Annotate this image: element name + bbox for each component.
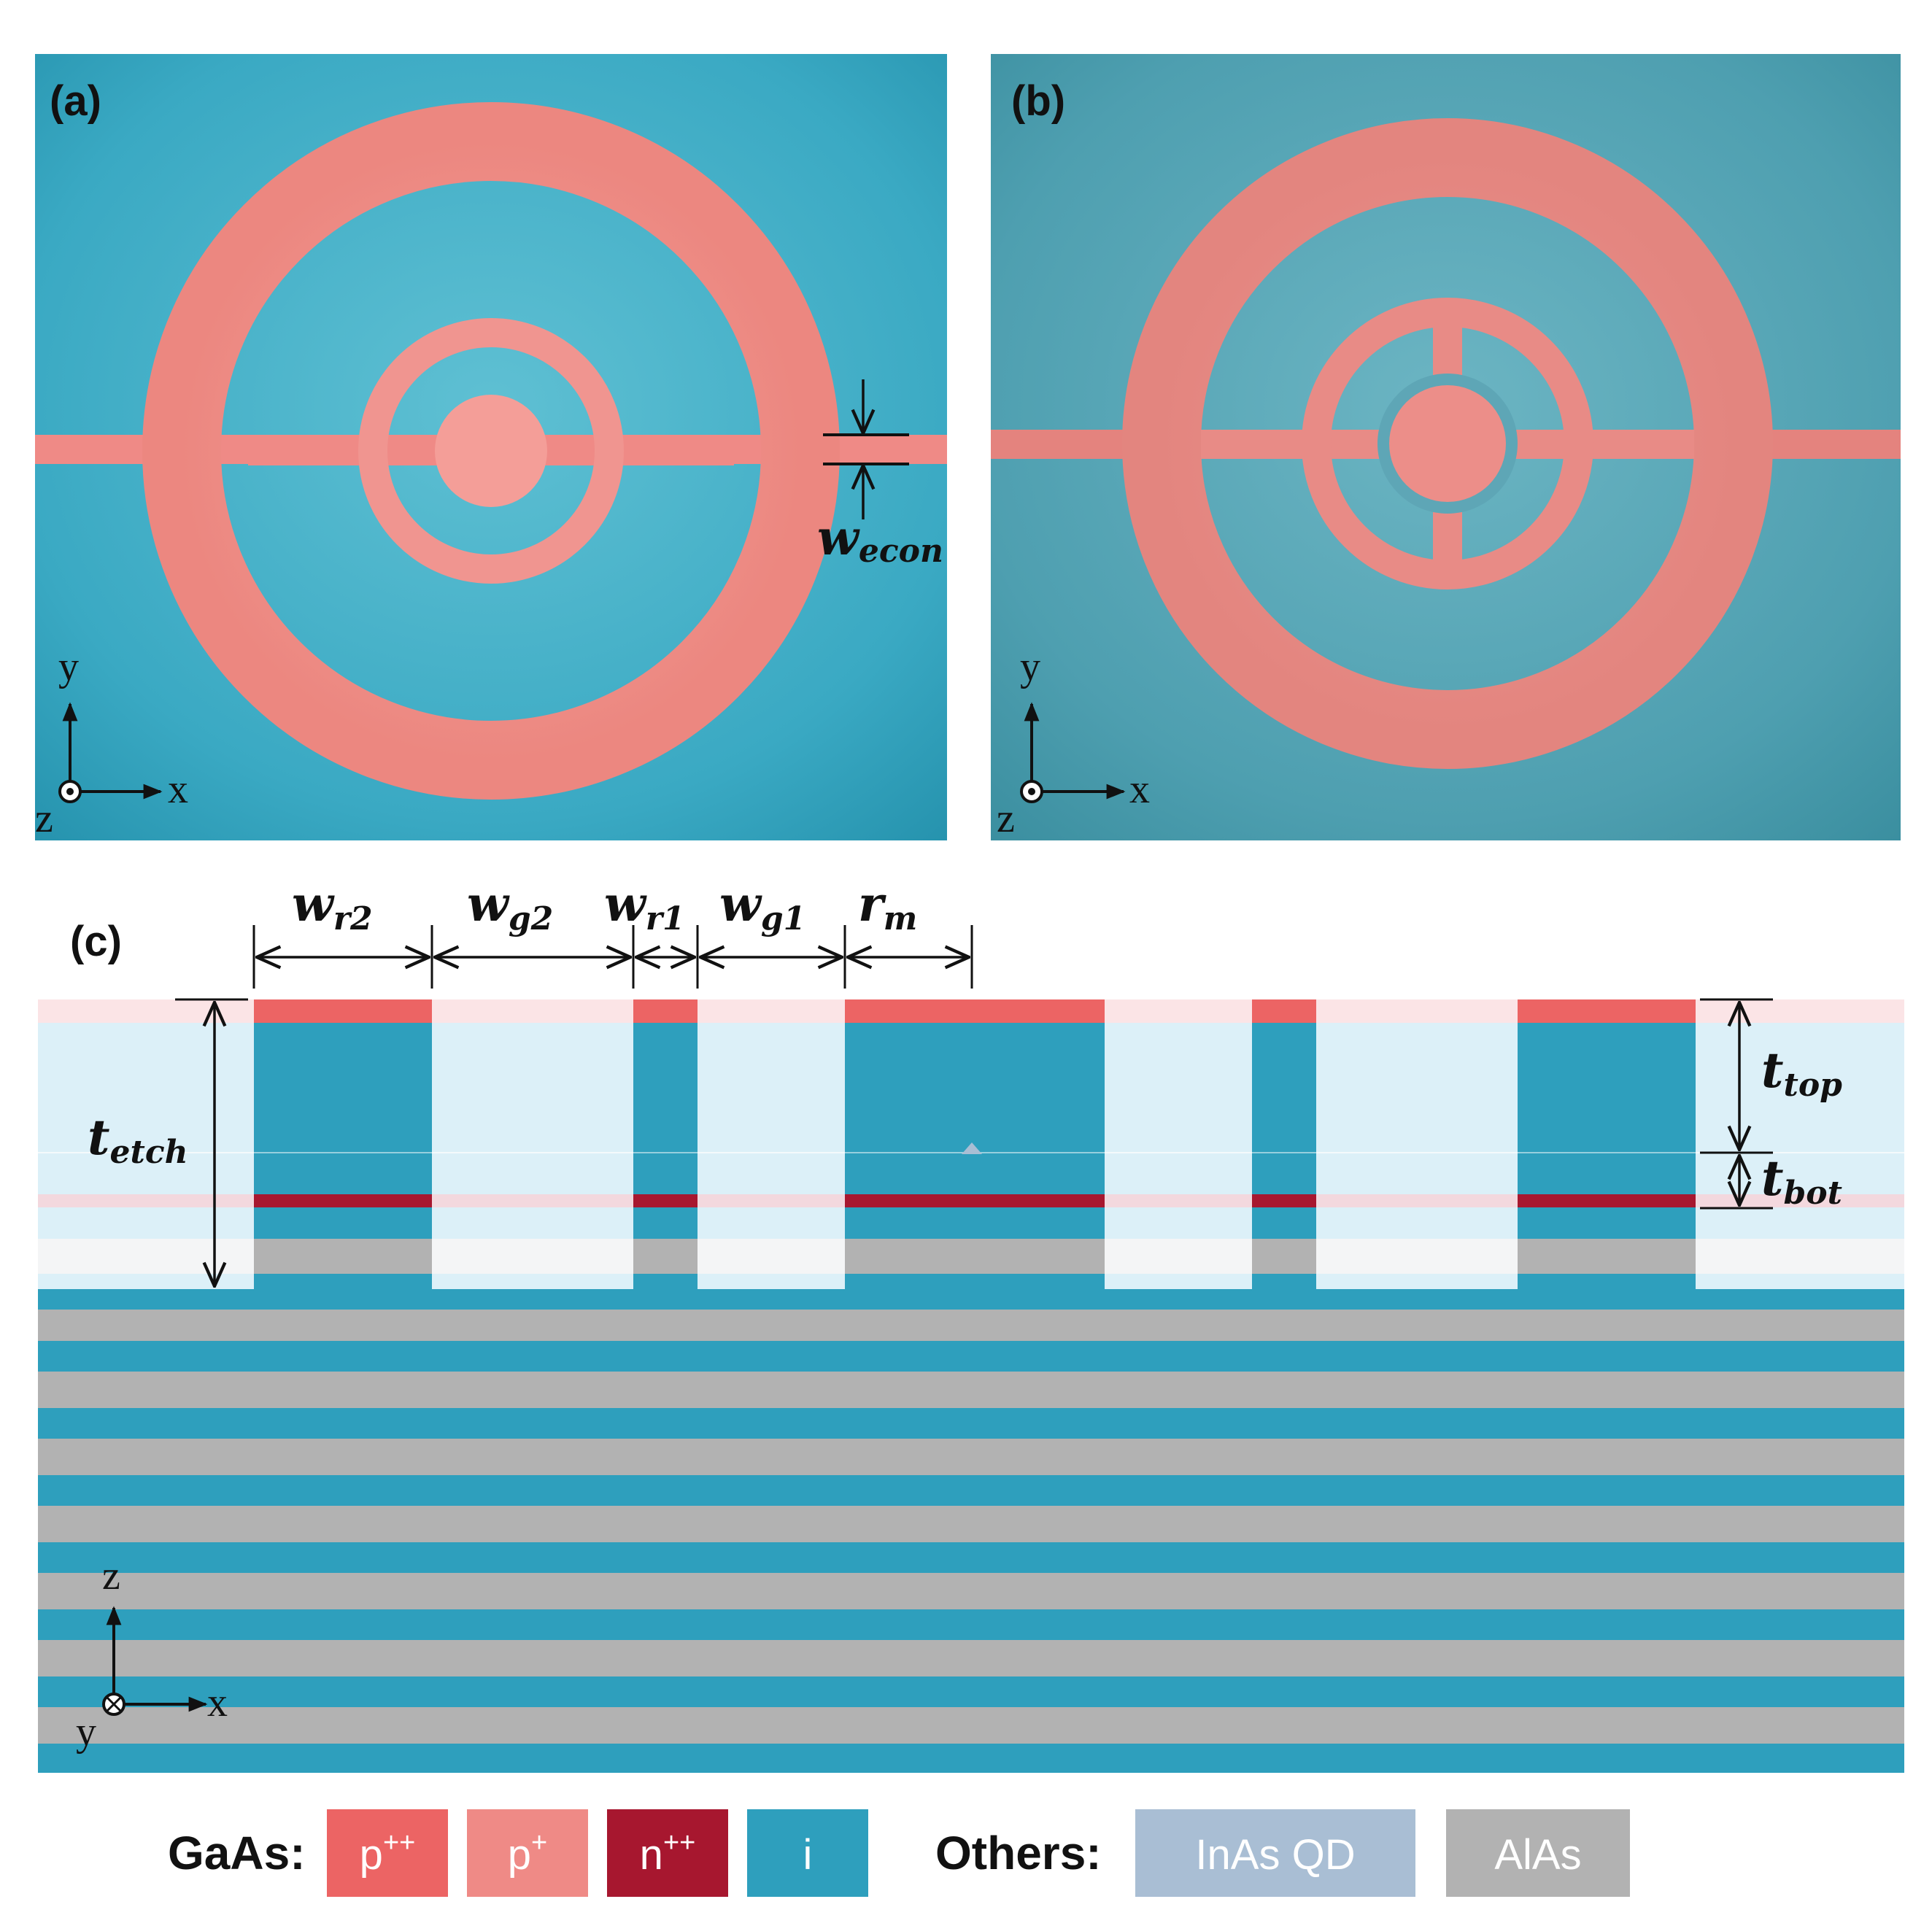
svg-text:i: i xyxy=(803,1831,813,1879)
ring2-right xyxy=(1518,999,1696,1289)
ring1-right xyxy=(1252,999,1316,1289)
svg-text:n++: n++ xyxy=(640,1828,696,1879)
legend-swatch-p-plus-plus xyxy=(327,1809,448,1897)
legend-others-title: Others: xyxy=(935,1827,1102,1879)
panel-a-outer-ring xyxy=(142,102,840,800)
svg-text:x: x xyxy=(207,1680,228,1725)
legend-swatch-inas-qd xyxy=(1135,1809,1415,1897)
w-g2-label: wg2 xyxy=(467,875,553,937)
panel-c-label: (c) xyxy=(70,918,122,965)
svg-text:x: x xyxy=(168,767,188,812)
central-mesa xyxy=(845,999,1105,1289)
svg-text:y: y xyxy=(58,644,79,689)
svg-text:z: z xyxy=(35,796,53,841)
legend-gaas-title: GaAs: xyxy=(168,1827,306,1879)
svg-text:z: z xyxy=(102,1553,120,1598)
panel-c-axes: z x y xyxy=(76,1553,228,1755)
legend: GaAs: p++ p+ n++ i Others: InAs QD AlAs xyxy=(168,1809,1630,1897)
panel-a-mesa xyxy=(435,395,547,507)
quantum-dot-icon xyxy=(962,1142,982,1154)
legend-swatch-p-plus xyxy=(467,1809,588,1897)
svg-text:p++: p++ xyxy=(360,1828,416,1879)
svg-text:z: z xyxy=(997,796,1015,841)
ring2-left xyxy=(254,999,432,1289)
t-top-label: ttop xyxy=(1761,1042,1842,1104)
panel-c: (c) xyxy=(38,875,1904,1773)
panel-a-label: (a) xyxy=(50,77,101,125)
panel-b-outer-ring xyxy=(1122,118,1773,769)
width-dimensions: wr2 wg2 wr1 wg1 rm xyxy=(252,875,973,989)
mesa-columns xyxy=(254,999,1696,1289)
legend-swatch-alas xyxy=(1446,1809,1630,1897)
panel-b-axes: y x z xyxy=(997,644,1150,841)
svg-text:y: y xyxy=(1020,644,1040,689)
w-econ-label: wecon xyxy=(817,509,943,570)
w-r1-label: wr1 xyxy=(604,875,685,937)
panel-b-label: (b) xyxy=(1011,77,1065,125)
legend-swatch-n-plus-plus xyxy=(607,1809,728,1897)
t-etch-label: tetch xyxy=(88,1109,188,1171)
svg-text:p+: p+ xyxy=(508,1828,547,1879)
ring1-left xyxy=(633,999,698,1289)
w-r2-label: wr2 xyxy=(292,875,373,937)
t-bot-label: tbot xyxy=(1761,1150,1842,1212)
panel-a-inner-ring xyxy=(358,318,624,584)
r-m-label: rm xyxy=(858,875,917,937)
svg-text:y: y xyxy=(76,1709,96,1755)
panel-a-axes: y x z xyxy=(35,644,188,841)
thickness-dimensions: tetch ttop tbot xyxy=(88,998,1842,1286)
svg-text:x: x xyxy=(1129,767,1150,812)
svg-text:InAs QD: InAs QD xyxy=(1195,1831,1355,1879)
dbr-stack xyxy=(38,1289,1904,1773)
panel-a: (a) wecon y x z xyxy=(35,54,947,841)
svg-text:AlAs: AlAs xyxy=(1494,1831,1581,1879)
w-g1-label: wg1 xyxy=(719,875,805,937)
w-econ-annotation: wecon xyxy=(817,379,943,570)
panel-b-mesa xyxy=(1389,385,1506,502)
legend-swatch-intrinsic xyxy=(747,1809,868,1897)
panel-b: (b) y x z xyxy=(991,54,1901,841)
